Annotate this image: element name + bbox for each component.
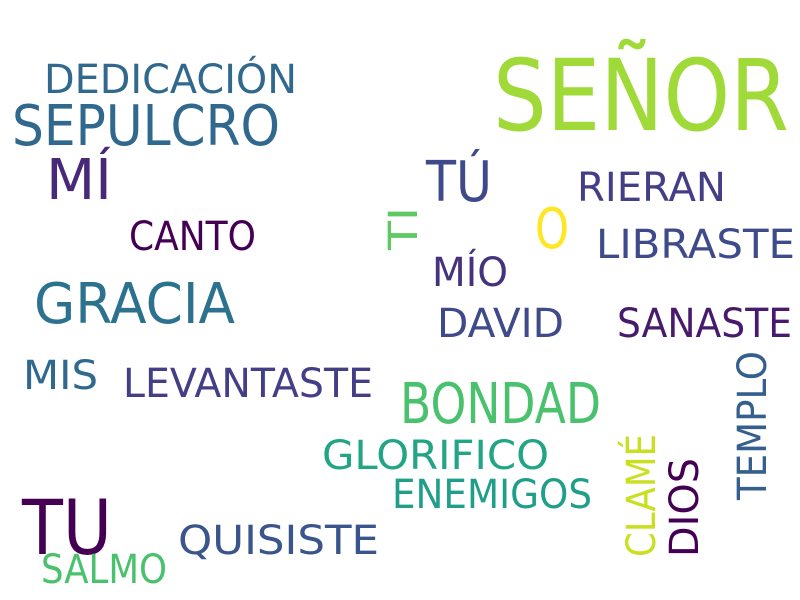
word-salmo: SALMO — [41, 547, 167, 593]
word-o: O — [535, 197, 569, 262]
word-mis: MIS — [23, 353, 98, 399]
word-mio: MÍO — [432, 248, 508, 296]
word-rieran: RIERAN — [577, 165, 726, 211]
word-senor: SEÑOR — [493, 38, 789, 154]
word-mi: MÍ — [46, 147, 112, 213]
word-canto: CANTO — [129, 214, 256, 260]
word-clame: CLAMÉ — [617, 434, 665, 557]
word-david: DAVID — [437, 301, 564, 347]
word-tu: TU — [21, 483, 112, 572]
word-ti: TI — [381, 207, 427, 251]
word-sepulcro: SEPULCRO — [12, 94, 280, 159]
word-dedicacion: DEDICACIÓN — [44, 55, 297, 103]
word-glorifico: GLORIFICO — [322, 433, 549, 479]
word-gracia: GRACIA — [34, 272, 235, 337]
word-sanaste: SANASTE — [617, 301, 792, 347]
word-templo: TEMPLO — [730, 351, 776, 501]
word-dios: DIOS — [662, 458, 708, 557]
word-tu-accent: TÚ — [425, 150, 492, 215]
word-libraste: LIBRASTE — [596, 222, 795, 268]
word-quisiste: QUISISTE — [178, 518, 379, 564]
word-enemigos: ENEMIGOS — [392, 472, 592, 518]
word-levantaste: LEVANTASTE — [123, 361, 373, 407]
word-bondad: BONDAD — [400, 372, 601, 437]
